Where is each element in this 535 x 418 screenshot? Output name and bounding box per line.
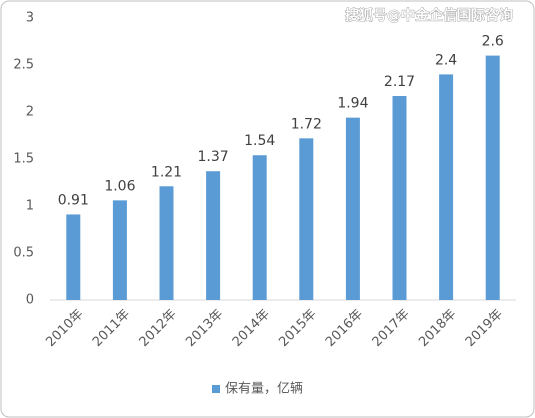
legend-swatch (212, 385, 220, 393)
y-tick-label: 0 (26, 293, 34, 308)
watermark: 搜狐号@中金企信国际咨询 (345, 7, 513, 24)
y-tick-label: 1 (26, 199, 34, 214)
legend-label: 保有量，亿辆 (225, 382, 303, 397)
value-label: 1.06 (104, 178, 135, 194)
value-label: 1.37 (198, 149, 229, 165)
value-label: 0.91 (58, 192, 89, 208)
y-tick-label: 2.5 (13, 58, 34, 73)
bar (345, 117, 360, 300)
value-label: 1.21 (151, 164, 182, 180)
y-tick-label: 2 (26, 105, 34, 120)
y-tick-label: 0.5 (13, 246, 34, 261)
value-label: 2.17 (384, 74, 415, 90)
bar (392, 96, 407, 301)
y-tick-label: 1.5 (13, 152, 34, 167)
bar (299, 138, 314, 300)
value-label: 2.4 (435, 52, 457, 68)
value-label: 1.54 (244, 133, 275, 149)
bar (112, 200, 127, 300)
bar (206, 171, 221, 300)
bar (485, 55, 500, 300)
value-label: 2.6 (482, 34, 504, 50)
bar (66, 214, 81, 300)
value-label: 1.94 (337, 96, 368, 112)
bar (159, 186, 174, 300)
value-label: 1.72 (291, 116, 322, 132)
bar (252, 155, 267, 300)
bar (439, 74, 454, 301)
y-tick-label: 3 (26, 11, 34, 26)
